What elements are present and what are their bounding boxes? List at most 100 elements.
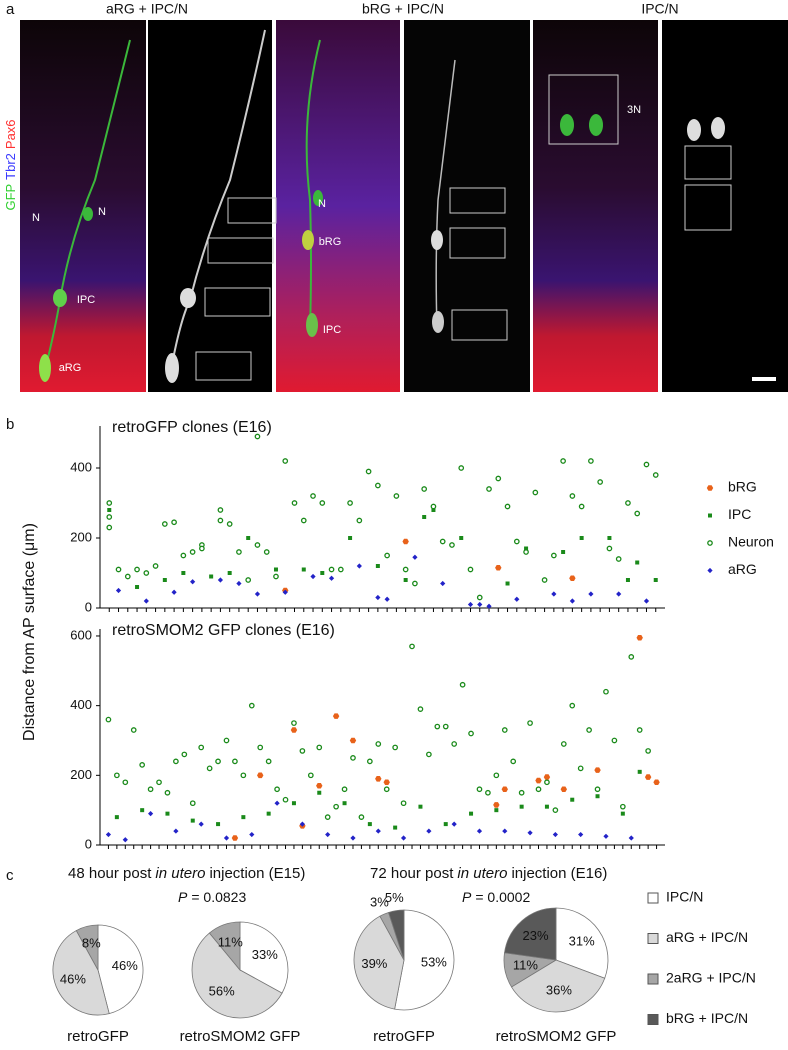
point: [342, 801, 347, 806]
point: [486, 603, 492, 609]
gray-cell: [431, 230, 443, 250]
cell-label: aRG: [59, 362, 82, 374]
slice-label: 11%: [513, 958, 538, 973]
slice-label: 36%: [546, 983, 572, 998]
image-color: [20, 20, 146, 392]
y-tick-label: 0: [85, 599, 92, 614]
gray-cell: [687, 119, 701, 141]
point: [393, 493, 400, 499]
point: [291, 500, 298, 506]
point: [236, 580, 242, 587]
point: [301, 567, 306, 572]
pie-slice: [191, 932, 283, 1019]
point: [459, 681, 466, 688]
point: [257, 744, 264, 751]
point: [384, 552, 390, 559]
point: [514, 596, 520, 602]
point: [443, 822, 448, 827]
point: [350, 755, 356, 761]
point: [468, 730, 474, 737]
point: [324, 814, 331, 820]
point: [383, 779, 390, 786]
point: [569, 598, 575, 604]
gfp-cell: [83, 207, 93, 221]
point: [199, 545, 205, 552]
point: [375, 776, 382, 782]
point: [173, 758, 179, 765]
point: [135, 585, 140, 589]
point: [513, 538, 520, 545]
point: [603, 688, 609, 695]
point: [619, 803, 626, 810]
point: [190, 579, 196, 585]
pie-slice: [75, 924, 99, 971]
point: [310, 573, 316, 580]
point: [569, 575, 576, 582]
legend-label: aRG + IPC/N: [666, 929, 748, 945]
point: [594, 786, 601, 793]
point: [216, 822, 221, 827]
point: [628, 835, 634, 841]
point: [134, 566, 140, 573]
point: [409, 643, 415, 650]
gray-cell: [435, 59, 456, 331]
point: [476, 828, 483, 834]
point: [451, 741, 458, 747]
point: [122, 837, 128, 843]
gfp-cell: [305, 39, 321, 331]
point: [317, 790, 322, 795]
point: [501, 727, 508, 733]
legend-marker: [708, 513, 712, 518]
stain-name: GFP: [3, 184, 18, 211]
point: [579, 536, 584, 540]
point: [578, 503, 585, 510]
point: [189, 549, 196, 555]
title-italic: in utero: [155, 865, 205, 882]
point: [643, 598, 650, 604]
point: [588, 591, 594, 597]
point: [588, 458, 594, 464]
point: [161, 521, 168, 527]
point: [181, 571, 186, 575]
point: [341, 786, 348, 793]
point: [105, 831, 112, 838]
gray-cell: [180, 288, 196, 308]
point: [524, 546, 529, 551]
point: [544, 804, 549, 809]
point: [254, 433, 261, 440]
point: [115, 587, 122, 594]
legend-swatch: [647, 892, 659, 904]
pie-caption: retroSMOM2 GFP: [496, 1028, 617, 1045]
gfp-cell: [39, 354, 51, 382]
point: [467, 601, 474, 608]
cell-label: bRG: [319, 236, 342, 248]
point: [282, 589, 288, 595]
legend-marker: [706, 485, 714, 491]
point: [356, 517, 363, 524]
point: [505, 581, 510, 586]
point: [532, 489, 539, 496]
gray-cell: [432, 311, 444, 333]
point: [316, 783, 323, 789]
pie-caption: retroGFP: [67, 1028, 129, 1045]
point: [400, 835, 407, 841]
cell-label: 3N: [627, 104, 641, 116]
point: [458, 465, 465, 471]
pie-slice: [52, 930, 110, 1016]
gray-cell: [169, 29, 266, 376]
point: [417, 706, 424, 712]
point: [140, 808, 145, 813]
slice-label: 56%: [209, 984, 235, 999]
pie-caption: retroGFP: [373, 1028, 435, 1045]
point: [535, 786, 542, 793]
point: [467, 566, 474, 573]
point: [402, 538, 409, 545]
point: [231, 835, 239, 841]
image-color: [276, 20, 400, 392]
point: [476, 786, 483, 793]
point: [594, 767, 601, 773]
point: [400, 800, 407, 807]
point: [578, 831, 584, 838]
stain-name: Tbr2: [3, 153, 18, 180]
cell-label: N: [32, 212, 40, 224]
